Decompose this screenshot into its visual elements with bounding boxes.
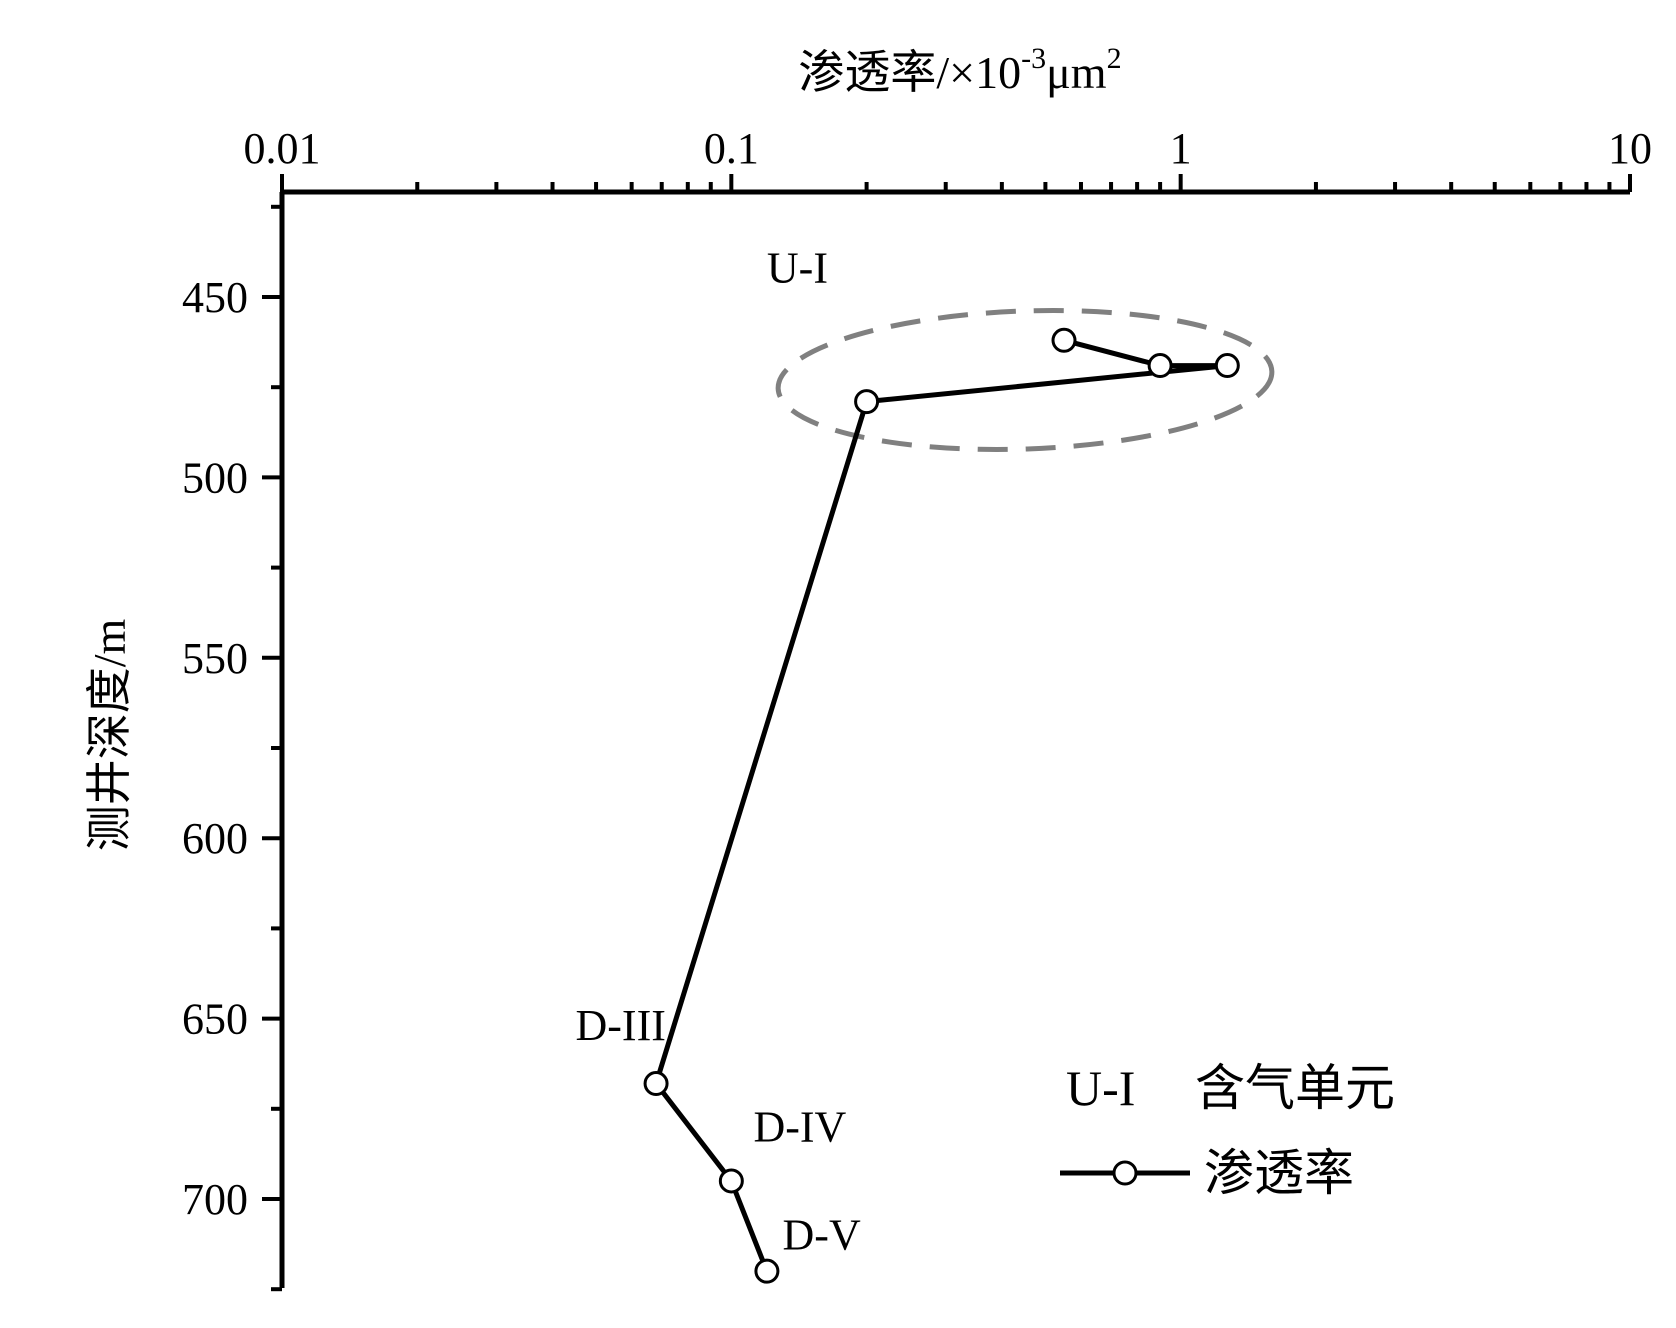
x-tick-label: 0.1 <box>704 124 759 173</box>
y-tick-label: 650 <box>182 995 248 1044</box>
data-point <box>754 1258 780 1284</box>
series-line <box>653 337 1230 1273</box>
legend-key-u-i: U-I <box>1066 1060 1135 1116</box>
unit-label: D-III <box>576 1001 666 1050</box>
y-tick-label: 700 <box>182 1175 248 1224</box>
series-layer <box>643 327 1240 1284</box>
x-axis-title: 渗透率/×10-3μm2 <box>798 42 1121 98</box>
unit-label: D-V <box>783 1211 861 1260</box>
legend-label-gas-unit: 含气单元 <box>1195 1060 1395 1116</box>
data-point <box>1051 327 1077 353</box>
data-point <box>643 1071 669 1097</box>
x-tick-label: 10 <box>1608 124 1652 173</box>
x-axis: 0.01 0.1 1 10 <box>244 124 1652 195</box>
y-tick-label: 550 <box>182 634 248 683</box>
legend-label-permeability: 渗透率 <box>1204 1145 1354 1201</box>
data-point <box>1214 353 1240 379</box>
x-tick-label: 1 <box>1170 124 1192 173</box>
y-axis-title: 测井深度/m <box>84 619 135 852</box>
y-tick-label: 450 <box>182 273 248 322</box>
data-point <box>718 1168 744 1194</box>
u-i-highlight-ellipse <box>775 308 1275 452</box>
legend-marker-sample <box>1112 1160 1138 1186</box>
legend: U-I 含气单元 渗透率 <box>1060 1060 1395 1201</box>
y-axis: 450 500 550 600 650 700 <box>182 192 285 1292</box>
y-tick-label: 600 <box>182 814 248 863</box>
x-tick-label: 0.01 <box>244 124 321 173</box>
y-tick-label: 500 <box>182 453 248 502</box>
unit-label: U-I <box>767 244 828 293</box>
data-point <box>1147 353 1173 379</box>
annotation-layer: U-I D-III D-IV D-V <box>576 244 861 1260</box>
data-point <box>854 389 880 415</box>
unit-label: D-IV <box>753 1102 846 1151</box>
